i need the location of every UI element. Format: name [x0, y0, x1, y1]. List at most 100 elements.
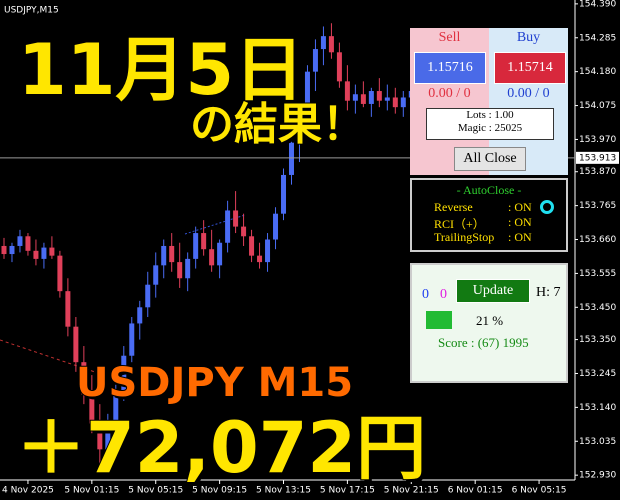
y-tick-label: 154.390: [579, 0, 616, 9]
trade-panel: Sell Buy 1.15716 1.15714 0.00 / 0 0.00 /…: [410, 28, 568, 175]
candle-body: [65, 291, 71, 327]
x-tick-label: 6 Nov 01:15: [448, 486, 503, 496]
all-close-button[interactable]: All Close: [454, 147, 526, 171]
candle-body: [97, 423, 103, 450]
y-tick-label: 153.765: [579, 201, 616, 211]
y-tick-label: 153.970: [579, 135, 616, 145]
result-title: の結果！: [189, 98, 367, 151]
candle-body: [81, 362, 87, 395]
setting-name: Reverse: [434, 200, 473, 214]
symbol-label: USDJPY,M15: [4, 6, 59, 16]
candle-body: [161, 245, 167, 266]
trend-line: [0, 339, 96, 373]
profit-title: ＋72,072円: [15, 406, 427, 490]
x-tick-label: 5 Nov 17:15: [320, 486, 375, 496]
candle-body: [49, 247, 55, 256]
x-tick-label: 5 Nov 01:15: [64, 486, 119, 496]
y-tick-label: 153.035: [579, 437, 616, 447]
candle-body: [384, 97, 390, 101]
price-axis-bg: [575, 0, 620, 500]
y-tick-label: 154.285: [579, 33, 616, 43]
update-button[interactable]: Update: [456, 279, 530, 303]
candle-body: [113, 391, 119, 421]
candle-body: [105, 420, 111, 450]
candle-body: [41, 247, 47, 259]
candle-body: [288, 142, 294, 175]
setting-name: RCI（+）: [434, 217, 485, 231]
buy-label: Buy: [516, 30, 541, 45]
percent: 21 %: [476, 313, 504, 328]
y-tick-label: 153.660: [579, 235, 616, 245]
candle-body: [360, 94, 366, 104]
y-tick-label: 154.075: [579, 101, 616, 111]
candle-body: [185, 258, 191, 279]
sell-button[interactable]: 1.15716: [414, 52, 486, 84]
candle-body: [177, 262, 183, 279]
candle-body: [312, 49, 318, 72]
autoclose-title: - AutoClose -: [456, 183, 522, 197]
candle-body: [233, 210, 239, 227]
current-price-label: 153.913: [579, 153, 616, 163]
buy-pl: 0.00 / 0: [507, 86, 550, 101]
candle-body: [89, 394, 95, 424]
x-tick-label: 5 Nov 21:15: [384, 486, 439, 496]
candle-body: [257, 255, 263, 263]
x-tick-label: 5 Nov 05:15: [128, 486, 183, 496]
candle-body: [57, 255, 63, 292]
candle-body: [392, 97, 398, 108]
candle-body: [209, 249, 215, 266]
count-b: 0: [440, 287, 447, 302]
lots: Lots : 1.00: [466, 109, 514, 121]
candle-body: [376, 91, 382, 101]
candle-body: [400, 97, 406, 108]
x-tick-label: 5 Nov 13:15: [256, 486, 311, 496]
sell-pl: 0.00 / 0: [428, 86, 471, 101]
lots-box: Lots : 1.00 Magic : 25025: [426, 108, 554, 140]
x-tick-label: 5 Nov 09:15: [192, 486, 247, 496]
current-price-box: [576, 151, 619, 164]
score: Score : (67) 1995: [438, 335, 529, 350]
candle-body: [273, 213, 279, 240]
y-tick-label: 153.450: [579, 303, 616, 313]
score-panel: 0 0 Update H: 7 21 % Score : (67) 1995: [410, 263, 568, 383]
candle-body: [1, 245, 7, 255]
candle-body: [281, 174, 287, 214]
date-title: 11月5日: [17, 28, 305, 112]
candle-body: [249, 236, 255, 256]
y-tick-label: 153.870: [579, 167, 616, 177]
y-tick-label: 154.180: [579, 67, 616, 77]
candle-body: [17, 236, 23, 246]
x-tick-label: 4 Nov 2025: [2, 486, 54, 496]
status-indicator: [540, 200, 554, 214]
candle-body: [145, 284, 151, 308]
candle-body: [225, 210, 231, 243]
candle-body: [296, 120, 302, 143]
autoclose-panel: - AutoClose - Reverse: ON RCI（+）: ON Trail…: [410, 178, 568, 252]
candle-body: [368, 91, 374, 104]
candle-body: [73, 326, 79, 363]
sell-label: Sell: [438, 30, 461, 45]
candle-body: [320, 36, 326, 50]
candle-body: [129, 323, 135, 356]
candle-body: [9, 245, 15, 255]
y-tick-label: 152.930: [579, 471, 616, 481]
candle-body: [352, 94, 358, 101]
x-tick-label: 6 Nov 05:15: [512, 486, 567, 496]
candle-body: [265, 239, 271, 263]
candle-body: [328, 36, 334, 53]
candle-body: [217, 242, 223, 266]
candle-body: [241, 226, 247, 237]
candle-body: [33, 250, 39, 259]
pair-title: USDJPY M15: [75, 359, 354, 407]
setting-value: : ON: [508, 230, 532, 244]
h-value: H: 7: [536, 285, 561, 300]
candle-body: [169, 245, 175, 263]
candle-body: [153, 265, 159, 285]
score-swatch: [426, 311, 452, 329]
y-tick-label: 153.555: [579, 269, 616, 279]
candle-body: [336, 52, 342, 82]
candle-body: [25, 236, 31, 251]
setting-name: TrailingStop: [434, 230, 495, 244]
buy-button[interactable]: 1.15714: [494, 52, 566, 84]
